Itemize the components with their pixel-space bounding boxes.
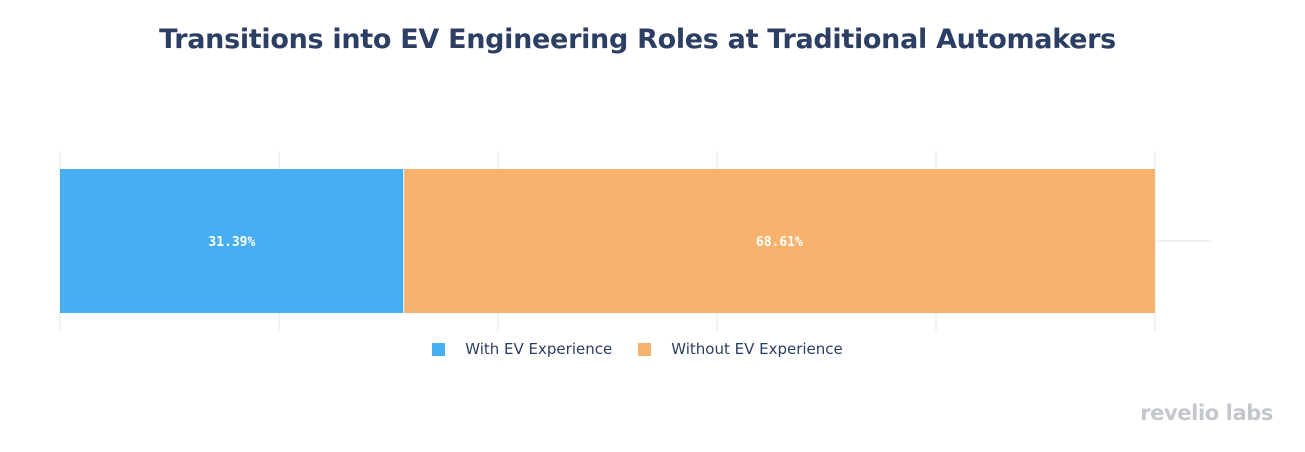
chart-title: Transitions into EV Engineering Roles at…	[159, 24, 1116, 55]
bar-labels: 31.39% 68.61%	[208, 235, 803, 250]
legend-label-with-ev: With EV Experience	[465, 340, 613, 358]
legend-swatch-without-ev	[638, 342, 652, 356]
bar-segment-without-ev[interactable]	[403, 169, 1156, 313]
bar-segment-with-ev[interactable]	[60, 169, 404, 313]
data-label-with-ev: 31.39%	[208, 235, 255, 250]
data-label-without-ev: 68.61%	[756, 235, 803, 250]
legend-swatch-with-ev	[432, 342, 446, 356]
legend-label-without-ev: Without EV Experience	[671, 340, 843, 358]
bar-segments	[60, 169, 1156, 313]
legend-item-without-ev[interactable]: Without EV Experience	[638, 340, 843, 358]
legend-item-with-ev[interactable]: With EV Experience	[432, 340, 612, 358]
legend: With EV Experience Without EV Experience	[0, 340, 1275, 358]
brand-logo: revelio labs	[1140, 401, 1273, 425]
